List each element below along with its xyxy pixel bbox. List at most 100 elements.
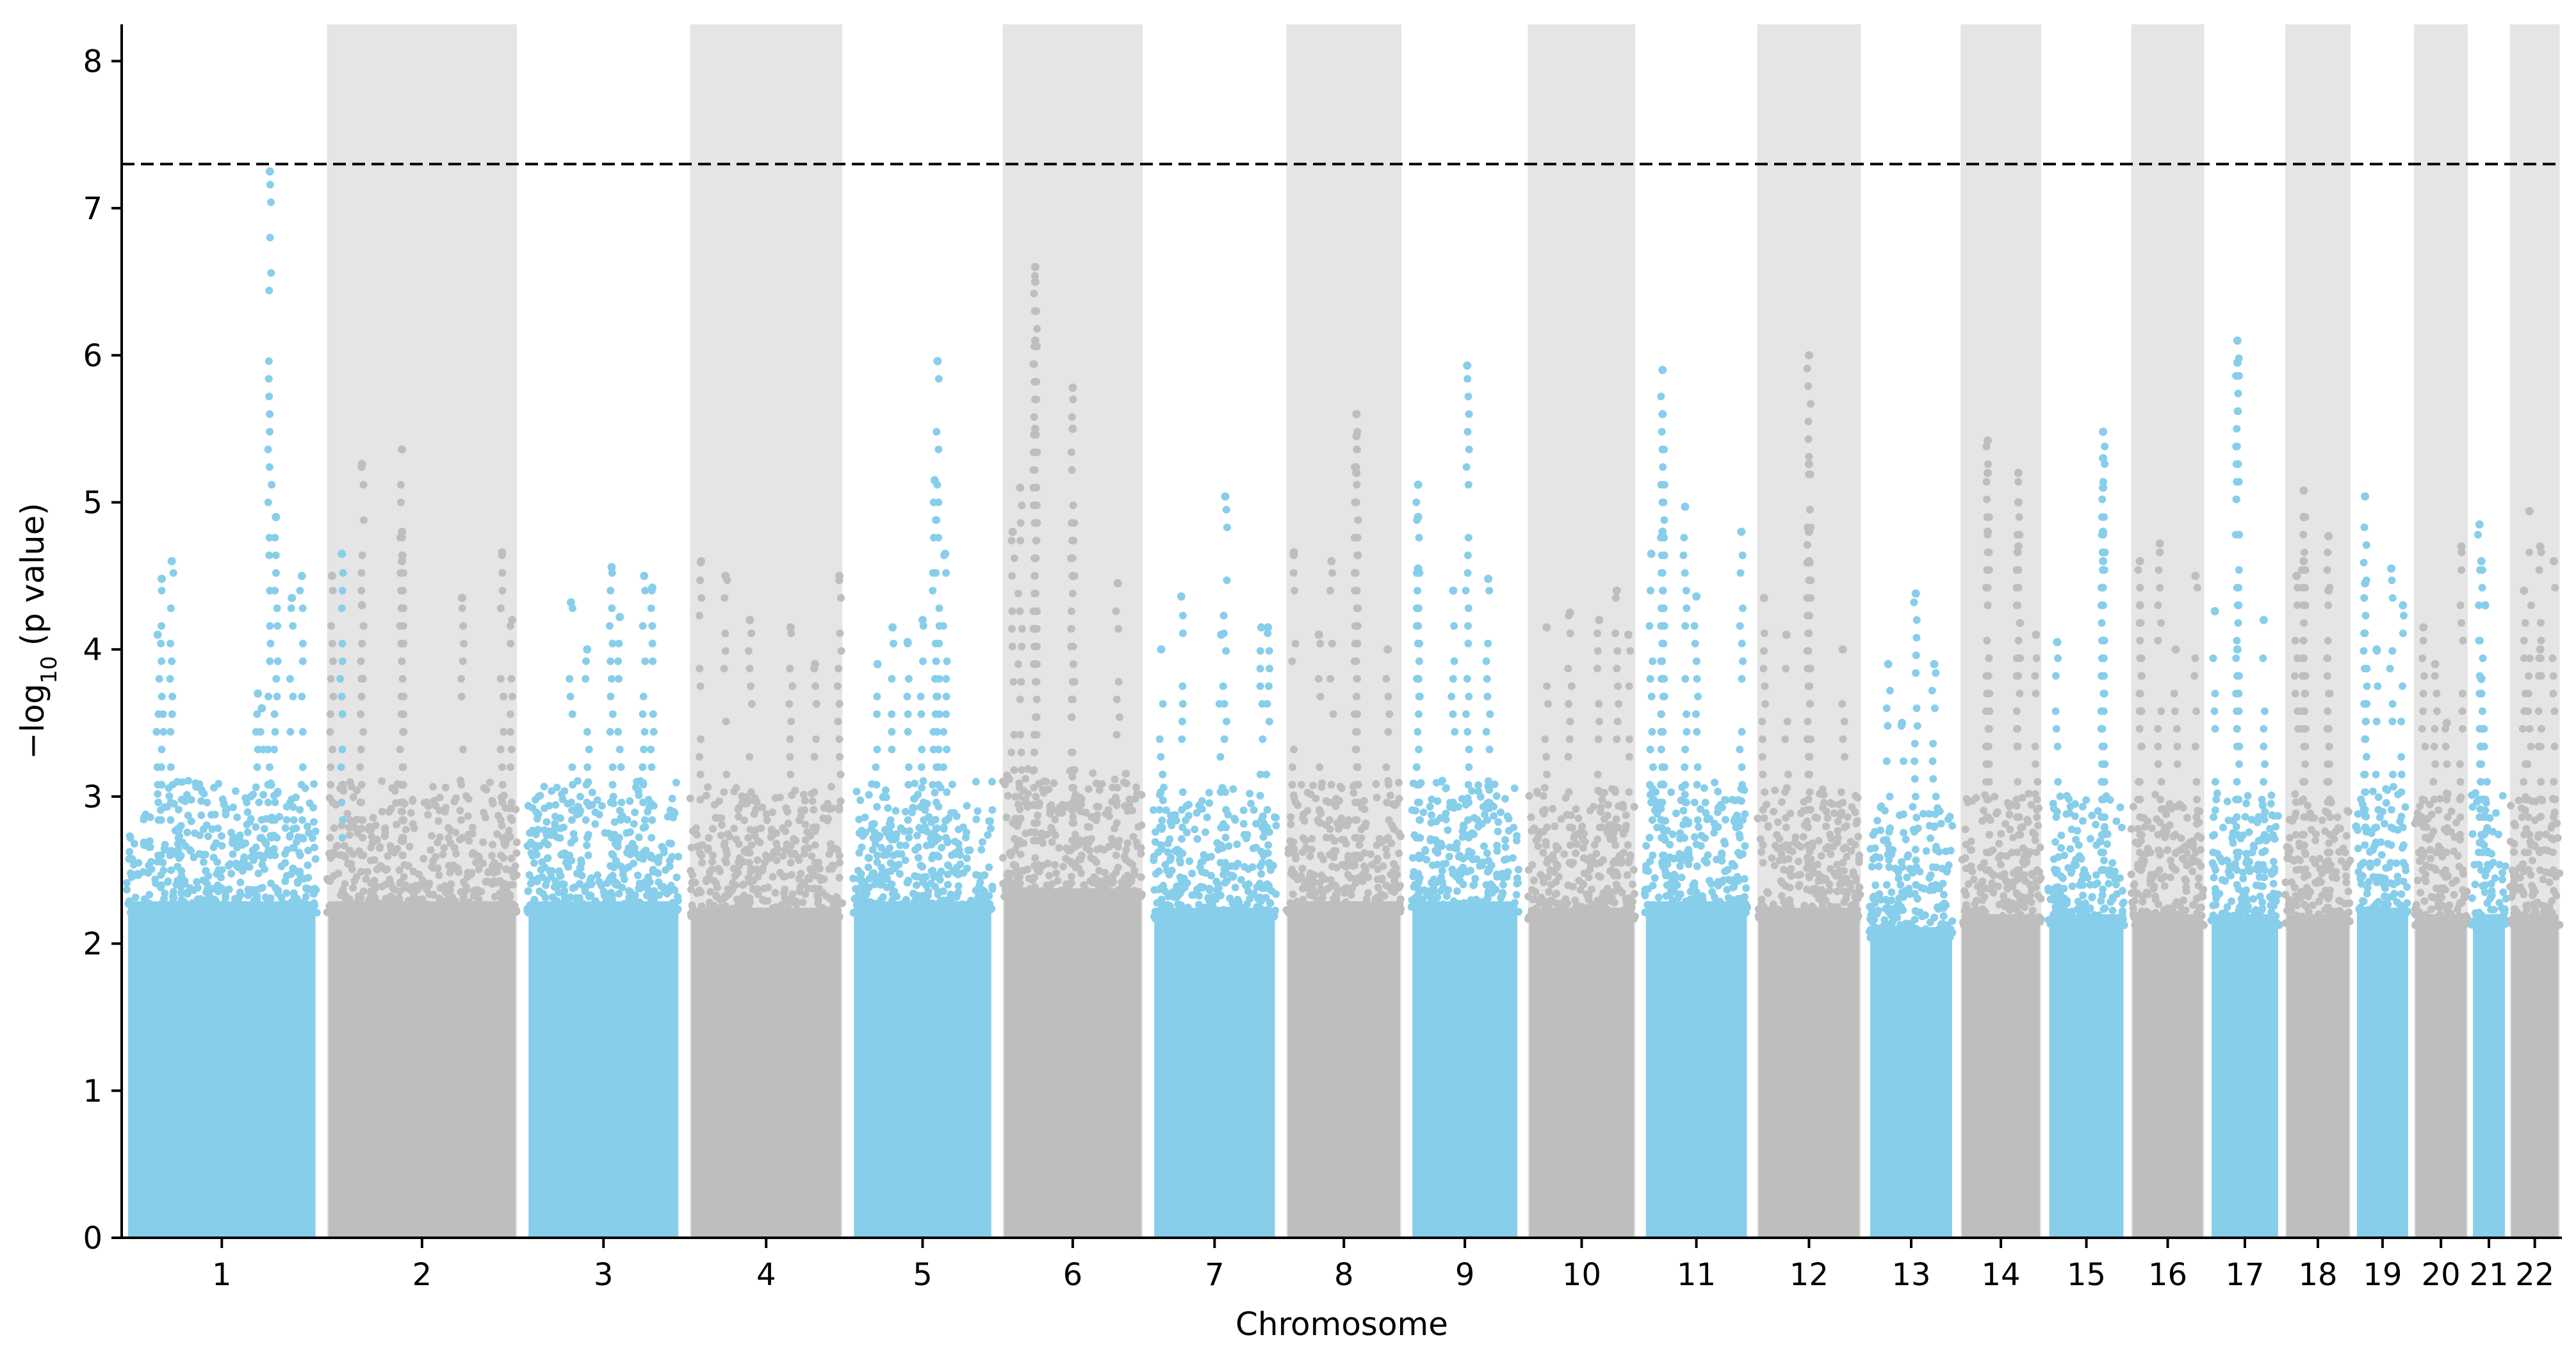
data-point	[358, 551, 366, 560]
data-point	[904, 727, 912, 736]
data-point	[1193, 835, 1202, 843]
data-point	[696, 612, 704, 620]
data-point	[1494, 818, 1503, 826]
data-point	[1360, 862, 1368, 870]
data-point	[1050, 779, 1058, 787]
data-point	[795, 856, 803, 864]
data-point	[932, 763, 940, 771]
chromosome-11-points	[1640, 366, 1752, 917]
data-point	[864, 863, 872, 872]
data-point	[1564, 665, 1572, 673]
data-point	[1193, 809, 1201, 817]
data-point	[546, 868, 554, 876]
data-point	[359, 816, 367, 824]
data-point	[1015, 801, 1023, 809]
data-point	[1016, 607, 1024, 615]
data-point	[338, 640, 346, 648]
data-point	[281, 900, 289, 908]
data-point	[1010, 766, 1018, 774]
data-point	[1679, 900, 1688, 909]
data-point	[1233, 840, 1241, 848]
data-point	[812, 735, 820, 743]
data-point	[1364, 889, 1373, 897]
data-point	[397, 587, 405, 595]
data-point	[1032, 625, 1041, 633]
data-point	[123, 886, 131, 894]
data-point	[568, 763, 576, 771]
data-point	[1701, 834, 1709, 842]
data-point	[1250, 806, 1258, 815]
data-point	[1460, 909, 1469, 917]
data-point	[306, 799, 314, 807]
data-point	[569, 781, 577, 789]
data-point	[752, 826, 760, 834]
data-point	[1487, 861, 1496, 870]
data-point	[1612, 859, 1620, 867]
data-point	[498, 834, 507, 842]
data-point	[820, 910, 829, 918]
data-point	[1167, 914, 1175, 923]
data-point	[214, 824, 222, 832]
data-point	[551, 801, 560, 809]
data-point	[1265, 647, 1273, 655]
data-point	[942, 569, 950, 577]
data-point	[1046, 806, 1054, 814]
data-point	[441, 804, 450, 812]
data-point	[452, 850, 460, 858]
data-point	[626, 828, 634, 836]
data-point	[1007, 625, 1016, 633]
data-point	[396, 480, 405, 489]
data-point	[951, 838, 959, 846]
data-point	[1482, 657, 1490, 665]
data-point	[717, 831, 725, 839]
data-point	[1482, 727, 1490, 736]
data-point	[826, 840, 835, 848]
data-point	[1052, 869, 1060, 877]
data-point	[1052, 889, 1061, 898]
data-point	[767, 827, 776, 835]
peak-point	[941, 549, 950, 558]
data-point	[1010, 554, 1018, 562]
data-point	[835, 752, 844, 761]
data-point	[1255, 879, 1264, 888]
data-point	[811, 841, 819, 849]
data-point	[207, 907, 215, 916]
data-point	[801, 806, 809, 815]
data-point	[779, 852, 787, 860]
peak-point	[1221, 492, 1230, 501]
data-point	[496, 816, 505, 824]
data-point	[1442, 784, 1451, 792]
data-point	[786, 907, 794, 915]
data-point	[266, 657, 274, 665]
data-point	[1086, 847, 1094, 855]
data-point	[724, 891, 732, 899]
data-point	[1205, 799, 1214, 807]
data-point	[1057, 807, 1066, 815]
data-point	[1272, 822, 1280, 830]
data-point	[639, 622, 647, 630]
data-point	[427, 832, 436, 840]
data-point	[1195, 891, 1203, 900]
data-point	[1392, 864, 1400, 872]
data-point	[359, 887, 368, 895]
data-point	[218, 866, 226, 874]
data-point	[1389, 884, 1398, 893]
data-point	[911, 846, 920, 854]
data-point	[1015, 784, 1023, 792]
data-point	[878, 908, 886, 916]
data-point	[1445, 852, 1453, 861]
data-point	[349, 793, 357, 801]
data-point	[698, 859, 706, 867]
data-point	[294, 877, 302, 886]
data-point	[1126, 889, 1134, 897]
peak-point	[1565, 608, 1574, 617]
data-point	[1574, 814, 1583, 822]
data-point	[1667, 788, 1675, 797]
data-point	[187, 847, 195, 855]
data-point	[1077, 851, 1086, 859]
peak-point	[615, 613, 624, 622]
data-point	[836, 594, 845, 602]
data-point	[439, 850, 447, 859]
data-point	[1298, 848, 1307, 856]
data-point	[977, 846, 986, 854]
